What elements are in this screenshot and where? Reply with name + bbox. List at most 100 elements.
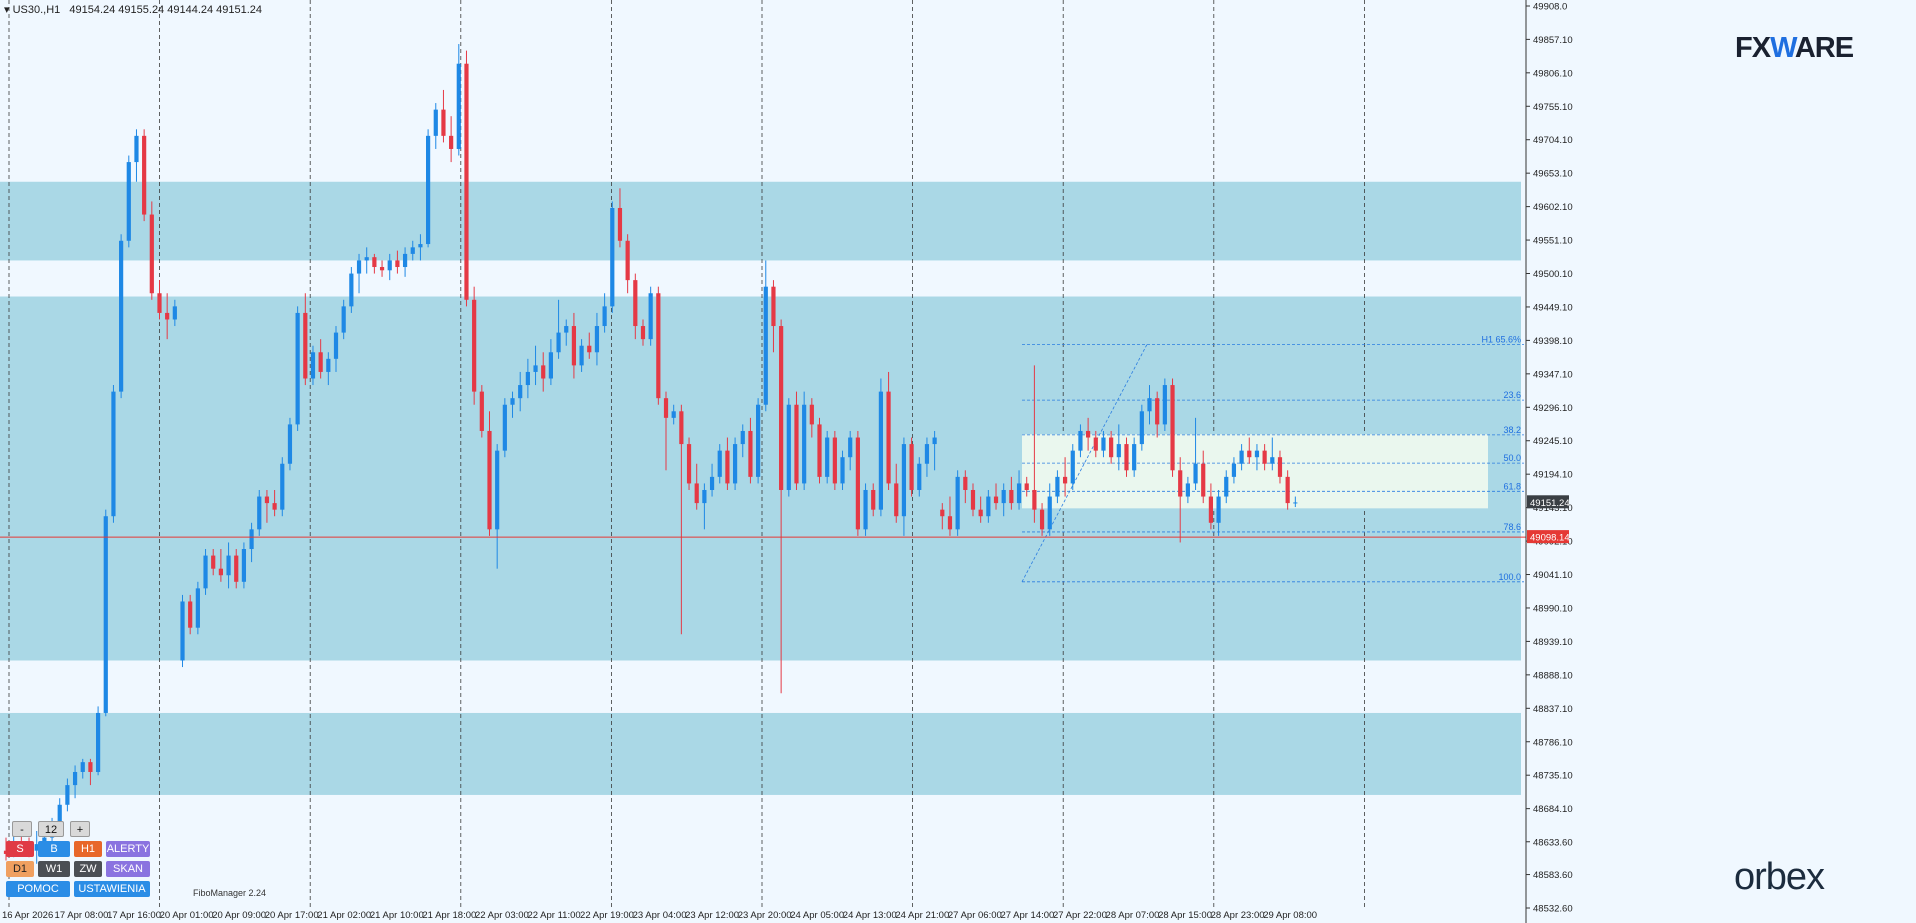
candle-body [1093,437,1098,451]
fib-level-label: 23.6 [1503,390,1521,400]
candle-body [1062,476,1068,484]
candle-body [257,496,262,530]
x-tick-label: 27 Apr 22:00 [1053,910,1107,921]
chevron-down-icon[interactable]: ▾ [4,4,10,16]
candle-body [863,489,868,530]
chart-header: ▾ US30.,H1 49154.24 49155.24 49144.24 49… [4,3,262,16]
timeframe-w1-button[interactable]: W1 [38,861,70,877]
zones-button[interactable]: ZW [74,861,102,877]
y-tick-label: 49857.10 [1533,35,1573,46]
fib-level-label: 38.2 [1503,425,1521,435]
candle-body [717,450,722,477]
candle-body [1247,450,1252,458]
candle-body [402,253,408,268]
y-tick-label: 49704.10 [1533,135,1573,146]
y-tick-label: 48837.10 [1533,704,1573,715]
x-tick-label: 20 Apr 17:00 [265,910,319,921]
increase-button[interactable]: + [70,821,90,837]
candle-body [1277,457,1283,477]
candle-body [1185,483,1190,497]
candle-body [1293,502,1298,504]
candle-body [157,293,162,313]
symbol-label: US30.,H1 [12,4,61,16]
y-tick-label: 48684.10 [1533,804,1573,815]
candle-body [1239,450,1244,464]
candle-body [126,162,131,241]
candle-body [779,326,784,490]
candle-body [142,135,147,215]
candle-body [203,555,208,589]
candle-body [1032,489,1037,510]
candle-body [1285,476,1290,504]
candle-body [34,844,39,851]
candle-body [1109,437,1114,458]
candle-body [341,306,346,333]
count-field[interactable]: 12 [38,821,64,837]
timeframe-d1-button[interactable]: D1 [6,861,34,877]
decrease-button[interactable]: - [12,821,32,837]
candle-body [656,293,661,399]
candle-body [249,529,254,550]
timeframe-h1-button[interactable]: H1 [74,841,102,857]
candle-body [640,326,646,340]
candle-body [748,430,753,477]
candle-body [95,712,101,772]
x-tick-label: 28 Apr 23:00 [1211,910,1265,921]
candle-body [756,404,761,477]
candle-body [1086,430,1091,438]
candle-body [1208,496,1214,523]
candle-body [464,63,469,300]
candle-body [226,555,231,576]
candle-body [502,404,507,451]
candle-body [771,286,776,327]
help-button[interactable]: POMOC [6,881,70,897]
candle-body [602,306,607,327]
candle-body [1124,444,1129,471]
y-tick-label: 49602.10 [1533,202,1573,213]
y-tick-label: 48939.10 [1533,637,1573,648]
candle-body [1162,385,1167,425]
x-tick-label: 29 Apr 08:00 [1263,910,1317,921]
scan-button[interactable]: SKAN [106,861,150,877]
candle-body [349,273,354,307]
candle-body [364,257,369,261]
sell-button[interactable]: S [6,841,34,857]
candle-body [610,207,615,307]
candle-body [909,444,914,490]
fxware-logo: FXWARE [1735,32,1854,64]
candle-body [449,135,454,149]
x-tick-label: 22 Apr 03:00 [475,910,529,921]
candle-body [264,496,270,504]
candle-body [1078,430,1083,451]
candle-body [472,299,477,392]
candle-body [1047,496,1052,530]
candle-body [134,135,139,163]
candle-body [318,352,323,372]
candle-body [272,503,277,510]
candle-body [809,404,814,425]
fib-level-label: 50.0 [1503,453,1521,463]
candle-body [234,555,239,582]
x-tick-label: 28 Apr 15:00 [1158,910,1212,921]
candle-body [564,326,569,333]
candle-body [487,430,492,530]
alerts-button[interactable]: ALERTY [106,841,150,857]
candle-body [172,306,177,320]
buy-button[interactable]: B [38,841,70,857]
candle-body [571,326,577,366]
candle-body [57,804,62,825]
candle-body [878,391,883,510]
candle-body [1024,483,1029,490]
y-tick-label: 49449.10 [1533,302,1573,313]
candle-body [663,398,669,418]
x-tick-label: 21 Apr 02:00 [317,910,371,921]
candle-body [970,489,976,510]
candle-body [111,391,116,517]
settings-button[interactable]: USTAWIENIA [74,881,150,897]
candle-body [1155,398,1160,425]
candle-body [510,398,515,405]
ohlc-readout: 49154.24 49155.24 49144.24 49151.24 [69,4,263,16]
y-tick-label: 49194.10 [1533,470,1573,481]
y-tick-label: 49806.10 [1533,68,1573,79]
